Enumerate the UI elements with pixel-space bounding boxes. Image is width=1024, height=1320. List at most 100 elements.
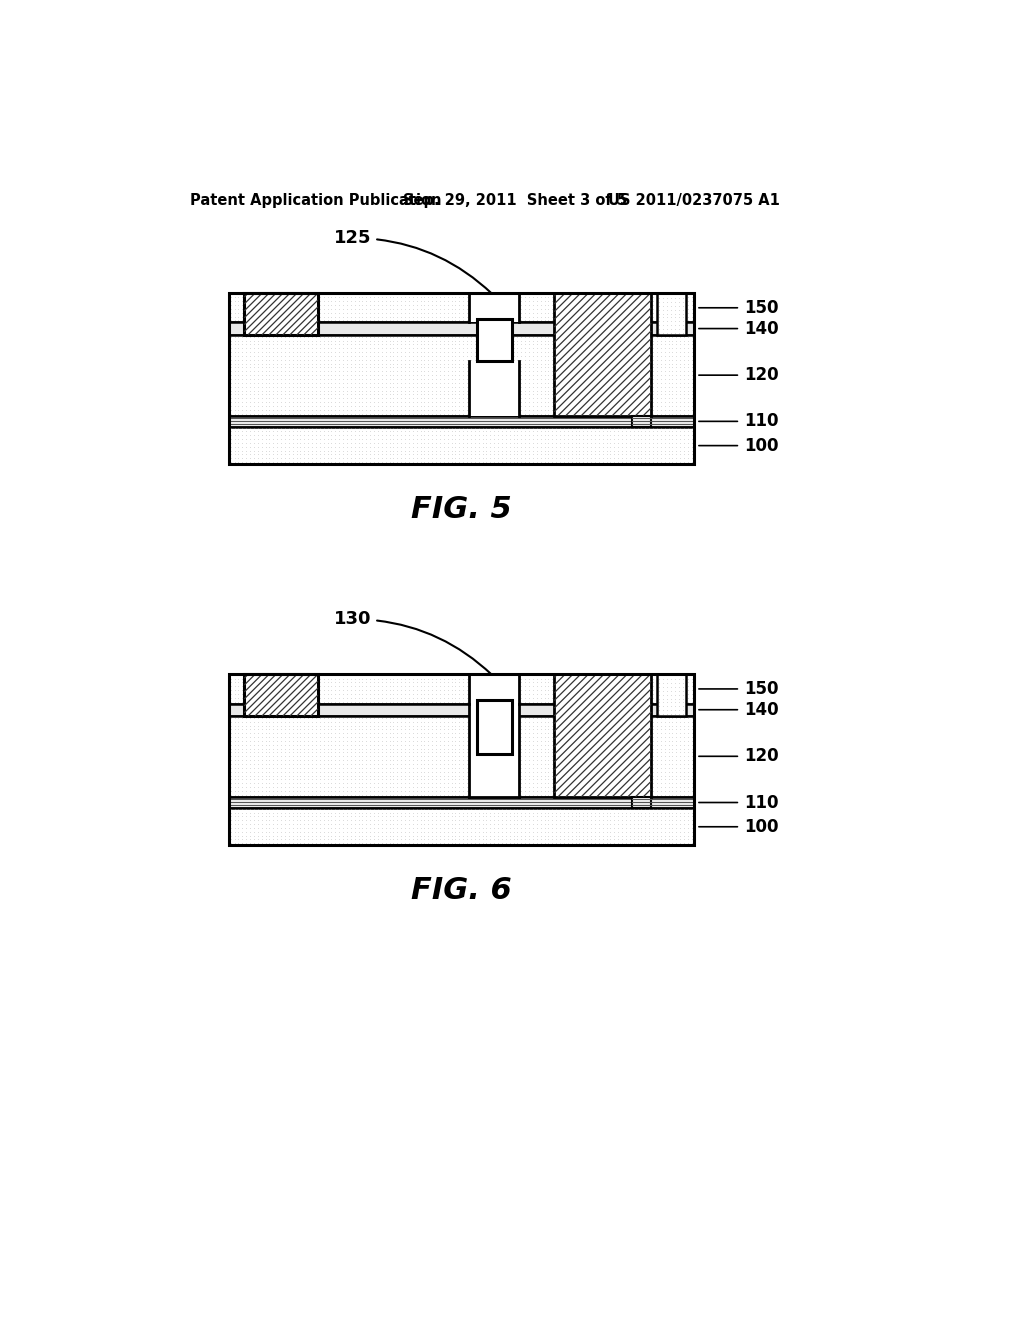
Point (660, 726, 677, 747)
Point (397, 680, 414, 701)
Point (327, 762, 343, 783)
Point (626, 302, 642, 323)
Point (633, 376, 649, 397)
Point (343, 399, 359, 420)
Point (261, 676, 278, 697)
Point (358, 306, 375, 327)
Point (389, 302, 406, 323)
Point (482, 417, 499, 438)
Point (622, 762, 638, 783)
Point (672, 805, 688, 826)
Point (276, 762, 293, 783)
Point (470, 734, 486, 755)
Point (246, 722, 262, 743)
Point (610, 350, 627, 371)
Point (478, 768, 495, 789)
Point (439, 326, 456, 347)
Point (494, 833, 510, 854)
Point (684, 388, 700, 409)
Point (506, 330, 522, 351)
Point (579, 376, 595, 397)
Point (567, 350, 584, 371)
Point (617, 833, 634, 854)
Point (315, 429, 332, 450)
Point (571, 425, 588, 446)
Point (521, 715, 538, 737)
Point (655, 292, 672, 313)
Point (358, 444, 375, 465)
Point (486, 719, 503, 741)
Point (541, 803, 557, 824)
Point (524, 754, 541, 775)
Point (254, 290, 270, 312)
Point (393, 805, 410, 826)
Point (285, 676, 301, 697)
Point (626, 376, 642, 397)
Point (563, 352, 580, 374)
Point (579, 758, 595, 779)
Point (250, 342, 266, 363)
Point (622, 730, 638, 751)
Point (327, 294, 343, 315)
Point (420, 829, 436, 850)
Point (637, 746, 653, 767)
Point (676, 784, 692, 805)
Point (587, 762, 603, 783)
Point (230, 738, 247, 759)
Point (556, 342, 572, 363)
Point (486, 417, 503, 438)
Point (319, 376, 336, 397)
Point (641, 306, 657, 327)
Point (315, 708, 332, 729)
Point (649, 368, 666, 389)
Point (432, 399, 449, 420)
Point (633, 734, 649, 755)
Point (428, 356, 444, 378)
Point (606, 726, 623, 747)
Point (304, 768, 321, 789)
Point (470, 372, 486, 393)
Point (257, 368, 273, 389)
Point (300, 396, 316, 417)
Point (595, 738, 611, 759)
Point (331, 768, 347, 789)
Point (370, 392, 386, 413)
Point (354, 342, 371, 363)
Point (327, 664, 343, 685)
Point (463, 326, 479, 347)
Point (443, 809, 460, 830)
Point (622, 672, 638, 693)
Point (591, 306, 607, 327)
Point (285, 825, 301, 846)
Point (354, 310, 371, 331)
Point (335, 368, 351, 389)
Point (292, 742, 308, 763)
Point (242, 746, 258, 767)
Point (285, 368, 301, 389)
Point (393, 754, 410, 775)
Point (327, 730, 343, 751)
Point (413, 356, 429, 378)
Point (362, 352, 379, 374)
Point (544, 715, 560, 737)
Point (346, 817, 362, 838)
Point (378, 719, 394, 741)
Point (281, 688, 297, 709)
Point (331, 306, 347, 327)
Point (641, 286, 657, 308)
Point (655, 704, 672, 725)
Point (439, 330, 456, 351)
Point (509, 817, 525, 838)
Point (327, 384, 343, 405)
Point (389, 726, 406, 747)
Point (261, 813, 278, 834)
Point (571, 302, 588, 323)
Point (474, 451, 490, 473)
Point (474, 388, 490, 409)
Point (591, 738, 607, 759)
Point (626, 708, 642, 729)
Point (378, 425, 394, 446)
Point (443, 364, 460, 385)
Point (250, 399, 266, 420)
Point (311, 346, 328, 367)
